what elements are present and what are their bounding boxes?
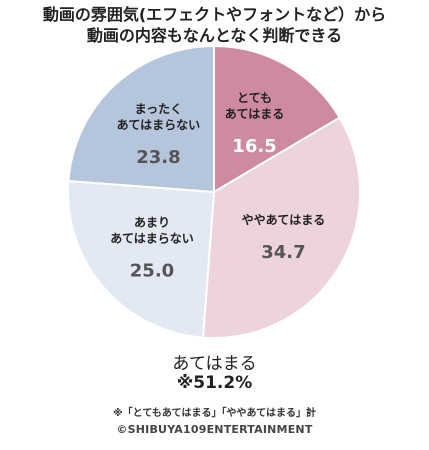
slice-label: あてはまらない	[117, 118, 201, 132]
slice-value: 25.0	[130, 260, 174, 281]
chart-title-line-1: 動画の雰囲気(エフェクトやフォントなど）から	[42, 5, 387, 24]
slice-value: 34.7	[261, 242, 305, 263]
slice-very	[213, 44, 342, 194]
slice-label: とても	[237, 91, 272, 105]
chart-title: 動画の雰囲気(エフェクトやフォントなど）から 動画の内容もなんとなく判断できる	[0, 4, 429, 46]
slice-not-at-all	[67, 44, 215, 194]
slice-not-really	[67, 179, 216, 339]
slice-label: ややあてはまる	[242, 213, 326, 227]
slice-somewhat-labels: ややあてはまる 34.7	[242, 213, 326, 263]
slice-somewhat	[201, 116, 361, 339]
slice-label: あてはまる	[225, 107, 285, 121]
summary-value: ※51.2%	[176, 373, 253, 393]
chart-title-line-2: 動画の内容もなんとなく判断できる	[86, 26, 343, 45]
summary-label: あてはまる	[172, 354, 257, 374]
copyright: ©SHIBUYA109ENTERTAINMENT	[116, 423, 313, 436]
pie-chart: とてもあてはまる16.5ややあてはまる34.7あまりあてはまらない25.0まった…	[67, 44, 361, 339]
slice-very-labels: とてもあてはまる 16.5	[225, 91, 285, 157]
slice-value: 16.5	[232, 136, 276, 157]
slice-label: まったく	[135, 102, 183, 116]
summary-note: ※「とてもあてはまる」「ややあてはまる」計	[112, 408, 317, 419]
slice-label: あてはまらない	[110, 231, 194, 245]
slice-label: あまり	[134, 215, 170, 229]
slice-value: 23.8	[136, 147, 180, 168]
